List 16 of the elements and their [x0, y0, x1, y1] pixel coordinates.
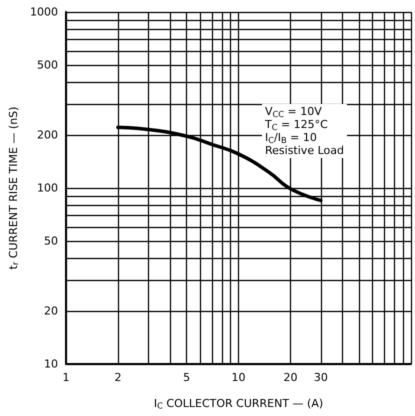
y-tick-label: 100: [37, 182, 58, 194]
y-tick-label: 1000: [30, 6, 58, 18]
x-axis-title: IC COLLECTOR CURRENT — (A): [154, 397, 324, 410]
y-tick-label: 50: [44, 234, 58, 248]
annotation: Resistive Load: [265, 144, 344, 157]
x-tick-label: 20: [283, 371, 298, 384]
x-tick-label: 1: [62, 371, 70, 384]
y-tick-label: 200: [37, 128, 58, 142]
y-tick-label: 10: [44, 358, 58, 370]
y-tick-label: 20: [44, 304, 58, 318]
y-tick-label: 500: [37, 58, 58, 72]
x-tick-label: 10: [232, 371, 246, 384]
x-tick-label: 5: [183, 371, 190, 384]
x-tick-label: 2: [114, 371, 122, 384]
y-axis-title: tr CURRENT RISE TIME — (nS): [7, 106, 20, 270]
x-tick-label: 30: [314, 371, 328, 384]
